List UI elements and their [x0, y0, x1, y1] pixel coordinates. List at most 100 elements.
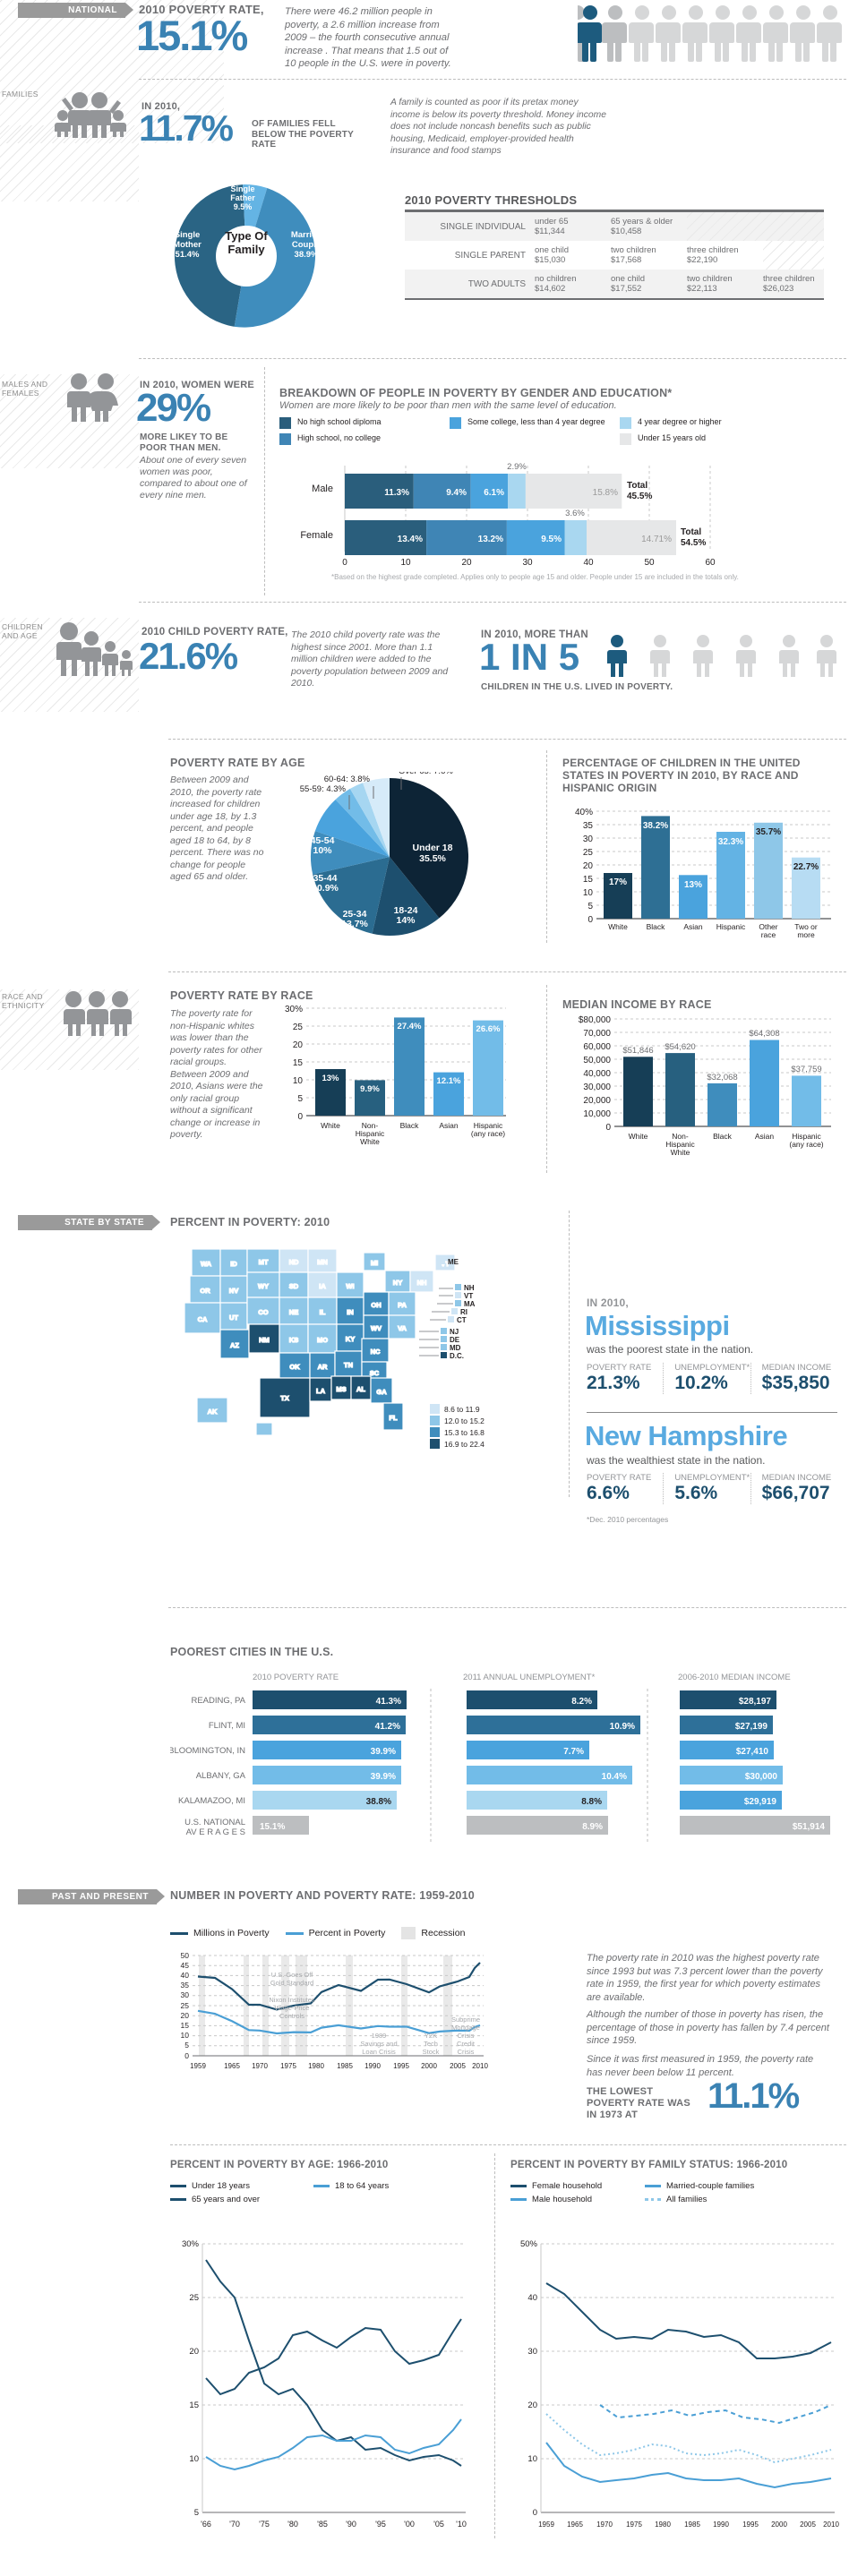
svg-text:10: 10: [181, 2031, 190, 2040]
family-trend-legend: Female household Married-couple families…: [510, 2181, 833, 2204]
threshold-cell-value: $22,113: [687, 284, 717, 294]
svg-text:25: 25: [293, 1023, 304, 1032]
svg-text:Asian: Asian: [755, 1132, 775, 1141]
svg-text:Hispanic: Hispanic: [792, 1132, 821, 1141]
pie-label-value-2: 38.9%: [294, 250, 319, 260]
svg-text:30: 30: [522, 558, 533, 566]
svg-text:20: 20: [189, 2347, 199, 2357]
thresholds-title: 2010 POVERTY THRESHOLDS: [405, 193, 578, 207]
stat-label: UNEMPLOYMENT*: [674, 1363, 750, 1373]
svg-text:60-64: 3.8%: 60-64: 3.8%: [324, 775, 371, 784]
svg-text:MN: MN: [317, 1258, 328, 1266]
svg-text:Non-: Non-: [672, 1132, 689, 1141]
gender-chart-title: BREAKDOWN OF PEOPLE IN POVERTY BY GENDER…: [279, 387, 673, 399]
svg-text:13.7%: 13.7%: [341, 919, 368, 929]
svg-text:Hispanic: Hispanic: [474, 1121, 503, 1130]
svg-text:$80,000: $80,000: [579, 1015, 612, 1025]
legend-box-icon: [401, 1927, 416, 1939]
one-in-five-big: 1 IN 5: [479, 636, 580, 678]
poverty-rate-by-race-chart: 30% 25 20 15 10 5 0 13% 9.9% 27.4% 12.1% 26.6…: [269, 1001, 510, 1149]
families-kicker: IN 2010,: [142, 101, 181, 112]
svg-text:2005: 2005: [450, 2062, 466, 2070]
legend-label: Some college, less than 4 year degree: [467, 417, 605, 426]
svg-text:Two or: Two or: [794, 922, 818, 931]
svg-text:0: 0: [587, 915, 593, 925]
svg-text:Black: Black: [713, 1132, 733, 1141]
threshold-cell-title: two children: [687, 274, 733, 284]
svg-text:35.7%: 35.7%: [756, 827, 781, 837]
svg-text:1985: 1985: [684, 2520, 700, 2529]
svg-text:1995: 1995: [742, 2520, 759, 2529]
svg-text:$27,410: $27,410: [736, 1747, 769, 1757]
svg-text:50%: 50%: [520, 2239, 538, 2249]
svg-text:54.5%: 54.5%: [681, 538, 706, 548]
svg-text:1975: 1975: [626, 2520, 642, 2529]
legend-line-icon: [170, 1931, 188, 1935]
legend-label: Recession: [421, 1928, 466, 1938]
svg-text:BLOOMINGTON, IN: BLOOMINGTON, IN: [170, 1746, 245, 1756]
svg-text:$27,199: $27,199: [735, 1722, 768, 1732]
svg-text:7.7%: 7.7%: [563, 1747, 584, 1757]
svg-text:$32,068: $32,068: [707, 1073, 737, 1083]
threshold-cell-value: $22,190: [687, 255, 718, 265]
svg-text:Under 18: Under 18: [413, 843, 453, 853]
pie-slice-label-single-mother: Single Mother 51.4%: [167, 230, 208, 260]
stat-value: 5.6%: [674, 1483, 718, 1503]
race-people-icon: [61, 989, 133, 1036]
svg-text:40,000: 40,000: [583, 1069, 611, 1079]
svg-text:9.4%: 9.4%: [446, 488, 467, 498]
family-trend-title: PERCENT IN POVERTY BY FAMILY STATUS: 196…: [510, 2160, 788, 2170]
svg-text:9.5%: 9.5%: [541, 535, 562, 544]
svg-text:5: 5: [587, 902, 593, 911]
svg-text:OR: OR: [200, 1287, 210, 1295]
legend-line-icon: [510, 2184, 527, 2187]
svg-text:1965: 1965: [567, 2520, 583, 2529]
family-group-icon: [50, 91, 131, 138]
pie-label-value-0: 51.4%: [175, 250, 200, 260]
threshold-cell-title: two children: [611, 245, 656, 255]
gender-chart-subtitle: Women are more likely to be poor than me…: [279, 400, 617, 411]
svg-text:1959: 1959: [190, 2062, 206, 2070]
lowest-rate-value: 11.1%: [708, 2076, 800, 2116]
svg-text:25-34: 25-34: [343, 909, 367, 920]
threshold-cell-title: 65 years & older: [611, 217, 673, 227]
svg-text:NJ: NJ: [450, 1328, 459, 1336]
svg-text:READING, PA: READING, PA: [191, 1696, 245, 1706]
svg-text:IN: IN: [347, 1308, 354, 1316]
svg-text:$51,914: $51,914: [793, 1822, 826, 1832]
svg-text:0: 0: [605, 1123, 611, 1133]
svg-text:16.9 to 22.4: 16.9 to 22.4: [444, 1440, 485, 1449]
legend-label: Percent in Poverty: [308, 1928, 386, 1938]
svg-text:2011 ANNUAL UNEMPLOYMENT*: 2011 ANNUAL UNEMPLOYMENT*: [463, 1673, 596, 1682]
poorest-state-stats: POVERTY RATE 21.3% UNEMPLOYMENT* 10.2% MED…: [587, 1363, 837, 1394]
poverty-by-age-trend-chart: 30% 25 20 15 10 5 '66 '70 '75 '80 '85 '90 '95 '00…: [170, 2226, 475, 2539]
svg-text:Hispanic: Hispanic: [716, 922, 746, 931]
stat-label: UNEMPLOYMENT*: [674, 1473, 750, 1483]
svg-text:TX: TX: [280, 1394, 289, 1402]
legend-label: No high school diploma: [297, 417, 382, 426]
median-income-by-race-chart: $80,000 70,000 60,000 50,000 40,000 30,000 2…: [562, 1012, 836, 1160]
svg-text:3.6%: 3.6%: [565, 509, 585, 518]
svg-text:Savings and: Savings and: [360, 2040, 397, 2048]
svg-text:VT: VT: [464, 1292, 473, 1300]
pie-label-text-2: Married Couple: [290, 230, 322, 250]
legend-swatch-icon: [620, 417, 631, 429]
legend-label: Millions in Poverty: [193, 1928, 270, 1938]
svg-text:MS: MS: [336, 1385, 346, 1393]
svg-text:1990: 1990: [713, 2520, 729, 2529]
svg-text:10,000: 10,000: [583, 1109, 611, 1119]
svg-text:U.S. NATIONAL: U.S. NATIONAL: [184, 1818, 245, 1827]
svg-text:22.7%: 22.7%: [793, 862, 819, 872]
svg-text:White: White: [671, 1148, 690, 1157]
poorest-state-sub: was the poorest state in the nation.: [587, 1343, 754, 1356]
table-row: SINGLE INDIVIDUAL under 65 $11,344 65 yea…: [405, 212, 824, 241]
svg-text:30%: 30%: [182, 2239, 200, 2249]
divider-age: [168, 971, 846, 972]
svg-text:OK: OK: [289, 1363, 300, 1371]
median-income-title: MEDIAN INCOME BY RACE: [562, 998, 712, 1011]
poorest-cities-title: POOREST CITIES IN THE U.S.: [170, 1646, 334, 1658]
threshold-cell-title: under 65: [535, 217, 569, 227]
svg-text:10: 10: [583, 888, 594, 898]
svg-text:20: 20: [293, 1040, 304, 1050]
svg-text:'75: '75: [259, 2520, 270, 2529]
